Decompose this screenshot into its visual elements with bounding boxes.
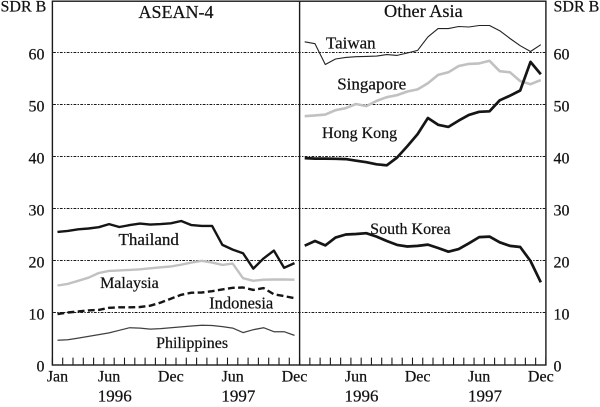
svg-text:1996: 1996 — [98, 387, 132, 403]
svg-text:Jun: Jun — [98, 369, 120, 386]
svg-text:Jun: Jun — [222, 369, 244, 386]
svg-text:1997: 1997 — [468, 387, 503, 403]
svg-text:Jun: Jun — [345, 369, 367, 386]
svg-text:Other Asia: Other Asia — [384, 1, 463, 21]
svg-text:60: 60 — [29, 46, 45, 63]
svg-text:Jun: Jun — [468, 369, 490, 386]
svg-text:20: 20 — [29, 254, 45, 271]
svg-text:SDR B: SDR B — [554, 0, 600, 16]
svg-text:Dec: Dec — [528, 369, 554, 386]
svg-text:40: 40 — [554, 150, 570, 167]
svg-text:Philippines: Philippines — [156, 335, 228, 352]
svg-text:60: 60 — [554, 46, 570, 63]
svg-text:10: 10 — [29, 306, 45, 323]
svg-text:1997: 1997 — [221, 387, 256, 403]
svg-text:0: 0 — [37, 358, 45, 375]
svg-text:Dec: Dec — [282, 369, 308, 386]
svg-text:Dec: Dec — [405, 369, 431, 386]
svg-text:40: 40 — [29, 150, 45, 167]
svg-text:Taiwan: Taiwan — [326, 33, 376, 52]
svg-text:Dec: Dec — [158, 369, 184, 386]
svg-text:20: 20 — [554, 254, 570, 271]
svg-text:SDR B: SDR B — [1, 0, 47, 16]
svg-text:10: 10 — [554, 306, 570, 323]
svg-text:South Korea: South Korea — [370, 221, 450, 238]
svg-text:Hong Kong: Hong Kong — [322, 125, 397, 142]
svg-text:50: 50 — [554, 98, 570, 115]
svg-text:30: 30 — [29, 202, 45, 219]
svg-text:50: 50 — [29, 98, 45, 115]
svg-text:Jan: Jan — [47, 369, 68, 386]
svg-text:0: 0 — [554, 358, 562, 375]
svg-text:30: 30 — [554, 202, 570, 219]
svg-text:Malaysia: Malaysia — [100, 275, 159, 292]
svg-text:ASEAN-4: ASEAN-4 — [139, 2, 214, 22]
svg-text:Singapore: Singapore — [337, 74, 406, 93]
svg-text:Indonesia: Indonesia — [209, 293, 274, 312]
svg-text:1996: 1996 — [345, 387, 379, 403]
svg-text:Thailand: Thailand — [118, 230, 179, 249]
